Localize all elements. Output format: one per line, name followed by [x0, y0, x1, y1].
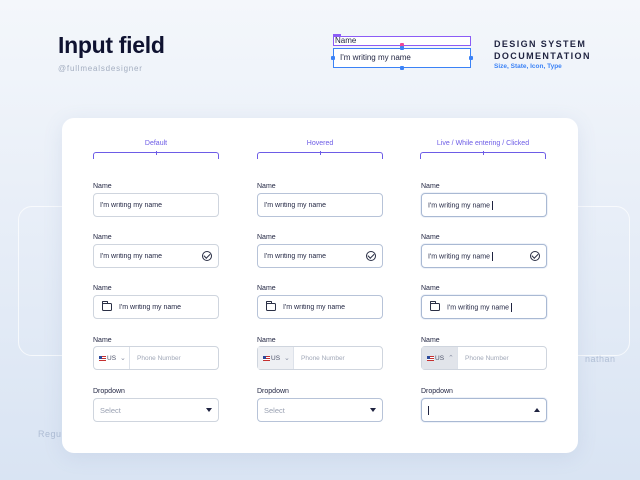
input-value: I'm writing my name	[428, 252, 491, 260]
folder-icon	[266, 301, 276, 311]
field-label: Name	[257, 285, 276, 292]
name-input-folder-hovered[interactable]: I'm writing my name	[257, 295, 383, 319]
column-header-default: Default	[144, 140, 168, 147]
check-circle-icon	[530, 251, 540, 261]
phone-placeholder: Phone Number	[301, 354, 345, 362]
doc-title: DESIGN SYSTEM DOCUMENTATION	[494, 39, 591, 61]
column-bracket	[93, 151, 219, 159]
background-text-left: Regu	[38, 429, 62, 439]
country-code: US	[271, 354, 281, 362]
component-spec-preview: Name I'm writing my name	[331, 34, 473, 70]
chevron-down-icon: ⌄	[284, 355, 290, 362]
dropdown-default[interactable]: Select	[93, 398, 219, 422]
us-flag-icon	[427, 355, 434, 361]
field-label: Name	[93, 285, 112, 292]
field-label: Name	[421, 183, 440, 190]
background-text-right: nathan	[585, 354, 616, 364]
country-code-selector[interactable]: US ⌄	[94, 347, 130, 369]
caret-up-icon	[534, 408, 540, 412]
column-header-hovered: Hovered	[306, 140, 334, 147]
check-circle-icon	[366, 251, 376, 261]
phone-input-hovered[interactable]: US ⌄ Phone Number	[257, 346, 383, 370]
spec-input: I'm writing my name	[333, 48, 471, 68]
input-value: I'm writing my name	[264, 201, 327, 209]
field-label: Name	[93, 183, 112, 190]
page-title: Input field	[58, 32, 165, 58]
field-label: Name	[93, 234, 112, 241]
input-value: I'm writing my name	[100, 252, 163, 260]
text-cursor	[492, 251, 493, 261]
input-value: I'm writing my name	[428, 201, 491, 209]
check-circle-icon	[202, 251, 212, 261]
column-bracket	[420, 151, 546, 159]
name-input-default[interactable]: I'm writing my name	[93, 193, 219, 217]
doc-subtitle: Size, State, Icon, Type	[494, 63, 562, 70]
name-input-active[interactable]: I'm writing my name	[421, 193, 547, 217]
country-code-selector[interactable]: US ⌄	[258, 347, 294, 369]
phone-placeholder: Phone Number	[465, 354, 509, 362]
name-input-folder-default[interactable]: I'm writing my name	[93, 295, 219, 319]
name-input-check-hovered[interactable]: I'm writing my name	[257, 244, 383, 268]
spec-handle	[331, 56, 335, 60]
states-card	[62, 118, 578, 453]
field-label: Name	[257, 234, 276, 241]
spec-handle	[400, 46, 404, 50]
field-label: Name	[421, 337, 440, 344]
caret-down-icon	[370, 408, 376, 412]
folder-icon	[102, 301, 112, 311]
spec-tag	[333, 34, 341, 37]
name-input-hovered[interactable]: I'm writing my name	[257, 193, 383, 217]
us-flag-icon	[99, 355, 106, 361]
dropdown-label: Dropdown	[257, 388, 289, 395]
folder-icon	[430, 301, 440, 311]
input-value: I'm writing my name	[119, 303, 182, 311]
country-code: US	[107, 354, 117, 362]
chevron-up-icon: ⌃	[448, 355, 454, 362]
text-cursor	[511, 302, 512, 312]
dropdown-hovered[interactable]: Select	[257, 398, 383, 422]
spec-handle	[400, 43, 404, 47]
country-code-selector[interactable]: US ⌃	[422, 347, 458, 369]
author-handle: @fullmealsdesigner	[58, 64, 143, 73]
name-input-check-active[interactable]: I'm writing my name	[421, 244, 547, 268]
input-value: I'm writing my name	[283, 303, 346, 311]
dropdown-placeholder: Select	[100, 405, 121, 415]
country-code: US	[435, 354, 445, 362]
input-value: I'm writing my name	[264, 252, 327, 260]
column-bracket	[257, 151, 383, 159]
name-input-check-default[interactable]: I'm writing my name	[93, 244, 219, 268]
phone-input-active[interactable]: US ⌃ Phone Number	[421, 346, 547, 370]
field-label: Name	[93, 337, 112, 344]
input-value: I'm writing my name	[447, 303, 510, 311]
field-label: Name	[421, 234, 440, 241]
text-cursor	[492, 200, 493, 210]
phone-input-default[interactable]: US ⌄ Phone Number	[93, 346, 219, 370]
spec-handle	[400, 66, 404, 70]
dropdown-label: Dropdown	[421, 388, 453, 395]
dropdown-placeholder: Select	[264, 405, 285, 415]
field-label: Name	[257, 337, 276, 344]
spec-handle	[469, 56, 473, 60]
phone-placeholder: Phone Number	[137, 354, 181, 362]
dropdown-active[interactable]	[421, 398, 547, 422]
dropdown-label: Dropdown	[93, 388, 125, 395]
input-value: I'm writing my name	[100, 201, 163, 209]
caret-down-icon	[206, 408, 212, 412]
field-label: Name	[421, 285, 440, 292]
us-flag-icon	[263, 355, 270, 361]
name-input-folder-active[interactable]: I'm writing my name	[421, 295, 547, 319]
chevron-down-icon: ⌄	[120, 355, 126, 362]
field-label: Name	[257, 183, 276, 190]
column-header-live: Live / While entering / Clicked	[436, 140, 530, 147]
text-cursor	[428, 405, 429, 415]
